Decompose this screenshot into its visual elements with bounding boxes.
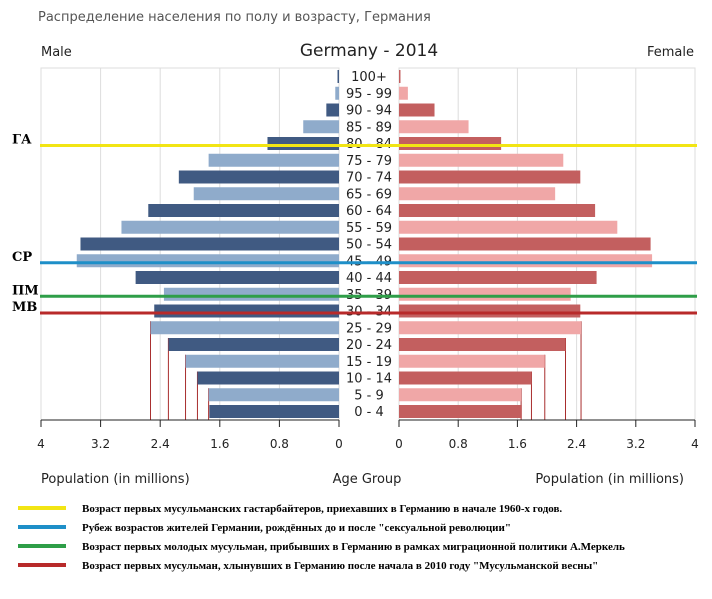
male-bar <box>135 271 339 284</box>
male-ticks: 0 0.8 1.6 2.4 3.2 4 <box>37 420 343 451</box>
age-group-label: 5 - 9 <box>354 388 384 403</box>
male-tick-label: 4 <box>37 437 45 451</box>
female-tick-label: 0.8 <box>449 437 468 451</box>
legend-text: Возраст первых молодых мусульман, прибыв… <box>82 541 625 553</box>
female-bar <box>399 304 581 318</box>
male-bar <box>193 187 339 201</box>
male-bar <box>185 354 339 368</box>
male-bar <box>335 86 339 100</box>
age-group-label: 20 - 24 <box>346 338 392 353</box>
age-group-label: 65 - 69 <box>346 187 392 202</box>
male-label: Male <box>41 45 72 60</box>
female-bar <box>399 388 522 402</box>
marker-lines: ГА СР ПМ МВ <box>12 133 697 315</box>
age-group-label: 0 - 4 <box>354 405 384 420</box>
female-bar <box>399 254 653 268</box>
male-tick-label: 0 <box>335 437 343 451</box>
drop-lines <box>150 321 582 420</box>
male-bar <box>154 304 339 318</box>
page-title: Распределение населения по полу и возрас… <box>38 10 431 25</box>
female-tick-label: 2.4 <box>567 437 586 451</box>
male-bar <box>303 120 339 134</box>
male-tick-label: 2.4 <box>151 437 170 451</box>
female-bars <box>399 70 653 418</box>
female-tick-label: 3.2 <box>626 437 645 451</box>
age-group-label: 40 - 44 <box>346 271 392 286</box>
male-bar <box>148 204 339 217</box>
male-bar <box>80 237 340 251</box>
age-group-label: 100+ <box>351 70 387 85</box>
age-group-label: 60 - 64 <box>346 204 392 219</box>
male-bar <box>76 254 339 268</box>
female-bar <box>399 371 532 385</box>
female-bar <box>399 170 581 184</box>
female-bar <box>399 354 545 368</box>
age-group-label: 85 - 89 <box>346 120 392 135</box>
marker-label: ПМ <box>12 283 39 298</box>
age-group-label: 90 - 94 <box>346 104 392 119</box>
male-x-axis-label: Population (in millions) <box>41 472 190 487</box>
male-bar <box>197 371 339 385</box>
male-bar <box>150 321 339 335</box>
male-bar <box>209 405 339 418</box>
marker-label: ГА <box>12 133 32 148</box>
female-bar <box>399 153 564 167</box>
female-bar <box>399 70 401 83</box>
female-x-axis-label: Population (in millions) <box>535 472 684 487</box>
female-bar <box>399 287 571 301</box>
female-label: Female <box>647 45 694 60</box>
age-group-label: 15 - 19 <box>346 355 392 370</box>
legend-text: Рубеж возрастов жителей Германии, рождён… <box>82 522 511 534</box>
marker-label: МВ <box>12 300 37 315</box>
chart-title: Germany - 2014 <box>300 41 438 61</box>
female-bar <box>399 338 566 351</box>
female-tick-label: 0 <box>395 437 403 451</box>
male-bar <box>163 287 339 301</box>
legend-text: Возраст первых мусульманских гастарбайте… <box>82 503 562 515</box>
female-bar <box>399 405 522 418</box>
female-bar <box>399 137 502 150</box>
center-axis-label: Age Group <box>333 472 402 487</box>
male-tick-label: 3.2 <box>91 437 110 451</box>
age-group-label: 75 - 79 <box>346 154 392 169</box>
male-tick-label: 1.6 <box>210 437 229 451</box>
age-group-label: 50 - 54 <box>346 238 392 253</box>
legend-text: Возраст первых мусульман, хлынувших в Ге… <box>82 560 598 572</box>
male-bar <box>168 338 339 351</box>
age-group-label: 25 - 29 <box>346 321 392 336</box>
female-ticks: 0 0.8 1.6 2.4 3.2 4 <box>395 420 699 451</box>
male-bar <box>121 220 340 234</box>
male-bar <box>267 137 339 150</box>
male-bar <box>326 103 339 117</box>
female-bar <box>399 204 596 217</box>
male-bar <box>337 70 339 83</box>
age-group-label: 10 - 14 <box>346 372 392 387</box>
female-bar <box>399 237 651 251</box>
marker-label: СР <box>12 250 32 265</box>
male-bars <box>76 70 340 418</box>
male-bar <box>178 170 339 184</box>
female-tick-label: 1.6 <box>508 437 527 451</box>
age-group-label: 70 - 74 <box>346 171 392 186</box>
female-bar <box>399 103 435 117</box>
female-tick-label: 4 <box>691 437 699 451</box>
female-bar <box>399 120 469 134</box>
male-bar <box>208 388 339 402</box>
male-tick-label: 0.8 <box>270 437 289 451</box>
female-bar <box>399 321 582 335</box>
female-bar <box>399 86 408 100</box>
age-group-label: 95 - 99 <box>346 87 392 102</box>
female-bar <box>399 271 597 284</box>
legend: Возраст первых мусульманских гастарбайте… <box>18 503 625 572</box>
age-group-label: 55 - 59 <box>346 221 392 236</box>
female-bar <box>399 220 618 234</box>
female-bar <box>399 187 556 201</box>
male-bar <box>208 153 339 167</box>
